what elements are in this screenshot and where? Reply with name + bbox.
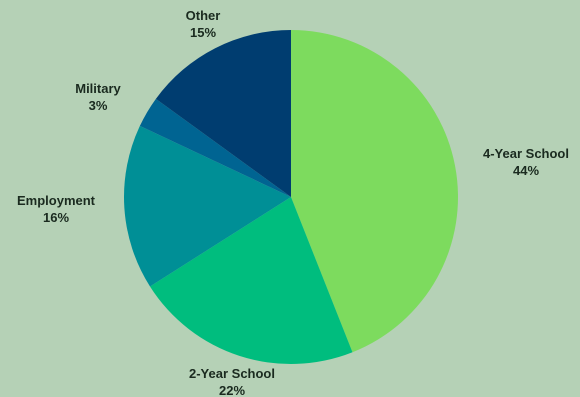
pie-slice-other [155, 30, 291, 197]
pie-slice-4-year-school [291, 30, 458, 353]
slice-label-4-year-school: 4-Year School [483, 146, 569, 161]
slice-label-military: Military [75, 81, 121, 96]
slice-value-military: 3% [89, 98, 108, 113]
slice-value-2-year-school: 22% [219, 383, 245, 397]
pie-slice-employment [123, 125, 291, 287]
slice-value-other: 15% [190, 25, 216, 40]
slice-label-2-year-school: 2-Year School [189, 366, 275, 381]
slice-value-employment: 16% [43, 210, 69, 225]
pie-slice-2-year-school [150, 197, 353, 364]
slice-value-4-year-school: 44% [513, 163, 539, 178]
slice-label-other: Other [186, 8, 221, 23]
slice-label-employment: Employment [17, 193, 96, 208]
pie-slice-military [139, 98, 291, 197]
